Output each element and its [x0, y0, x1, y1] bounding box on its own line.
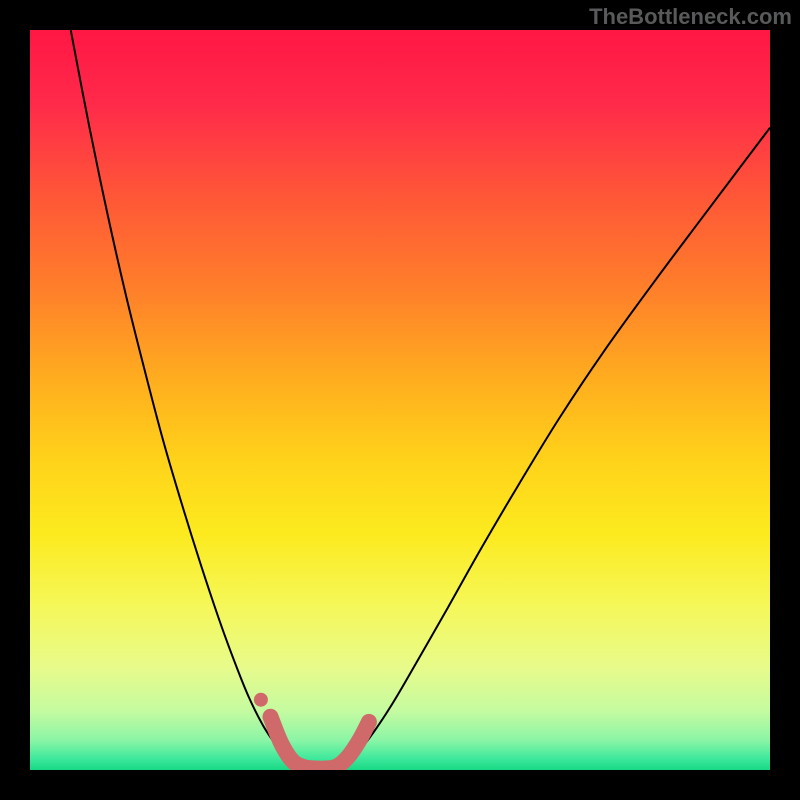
chart-container: TheBottleneck.com	[0, 0, 800, 800]
bottleneck-chart-svg	[30, 30, 770, 770]
plot-area	[30, 30, 770, 770]
watermark-text: TheBottleneck.com	[589, 4, 792, 30]
gradient-background	[30, 30, 770, 770]
highlight-dot	[254, 693, 268, 707]
